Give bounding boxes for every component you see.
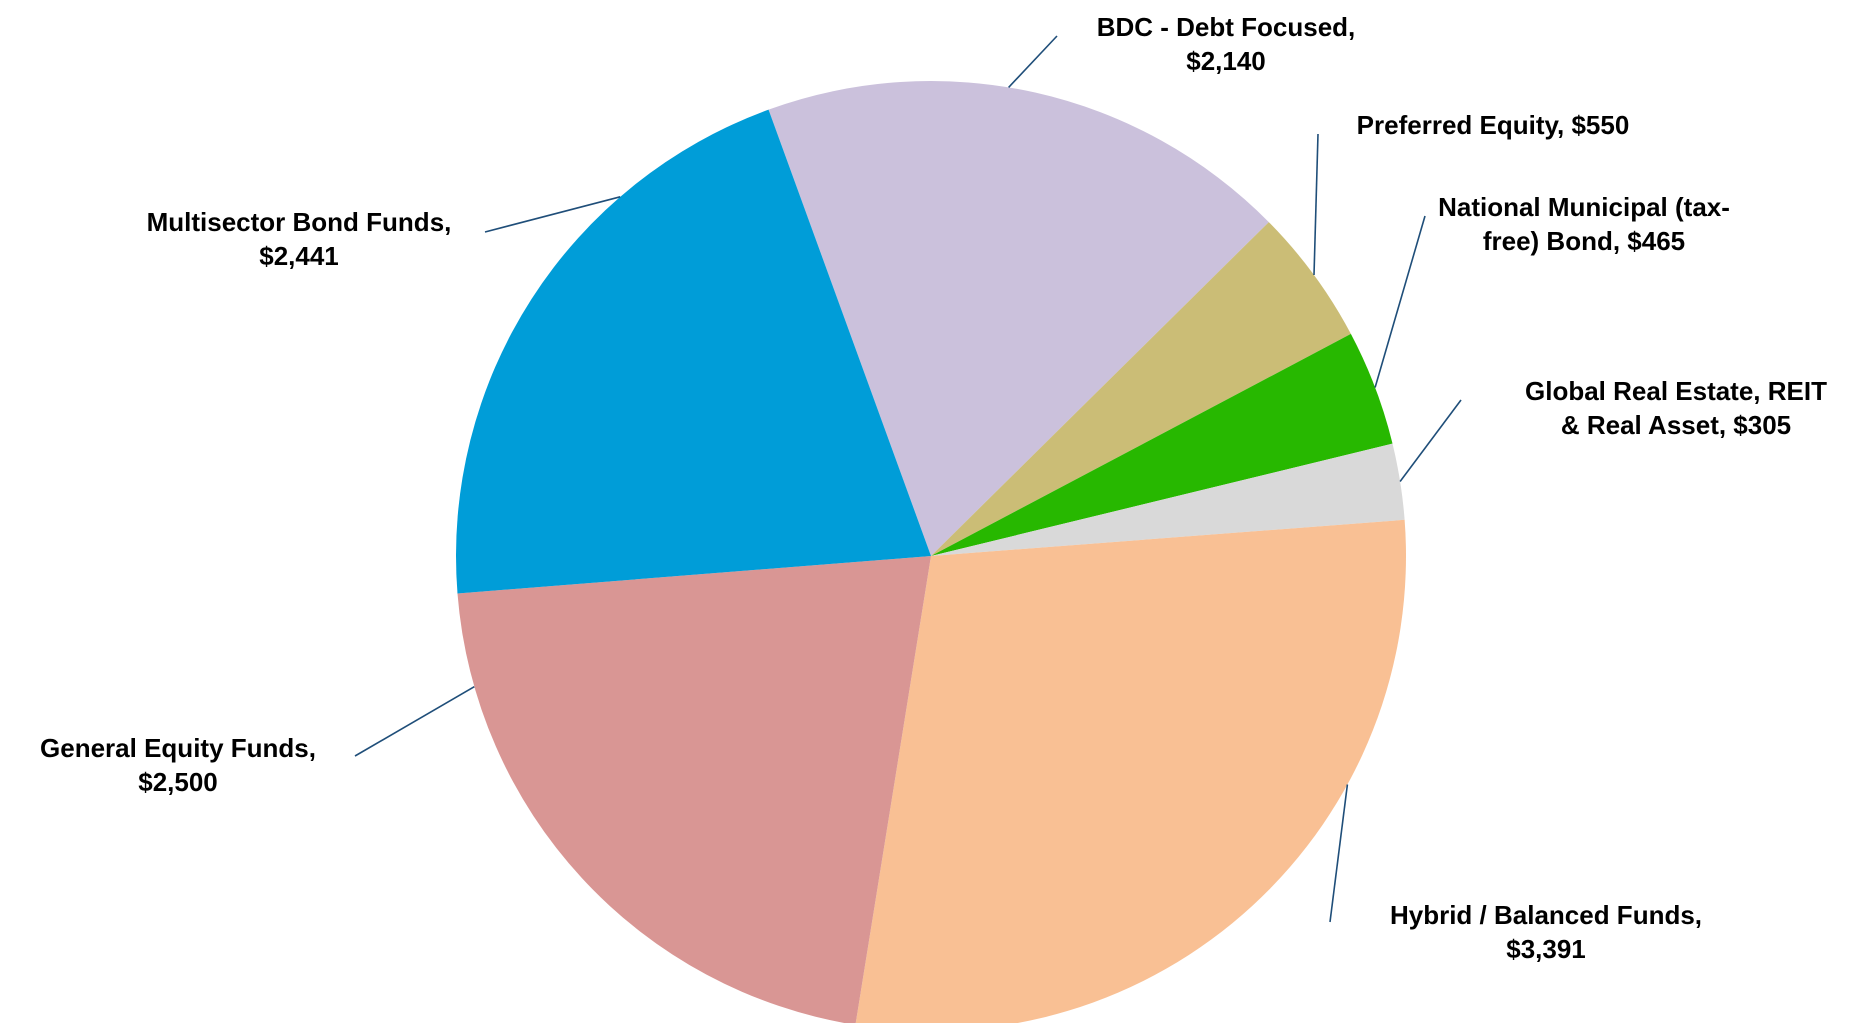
leader-line bbox=[1313, 133, 1319, 276]
leader-line bbox=[484, 196, 621, 233]
pie-slices bbox=[456, 81, 1407, 1023]
data-label-value: $3,391 bbox=[1506, 934, 1586, 964]
data-label: Global Real Estate, REIT & Real Asset, $3… bbox=[1525, 376, 1827, 440]
leader-line bbox=[354, 686, 475, 757]
data-labels: BDC - Debt Focused, $2,140 Preferred Equit… bbox=[40, 12, 1827, 964]
data-label-line: BDC - Debt Focused, bbox=[1097, 12, 1356, 42]
pie-slice bbox=[457, 556, 931, 1023]
data-label-line: General Equity Funds, bbox=[40, 733, 316, 763]
data-label: National Municipal (tax-free) Bond, $465 bbox=[1438, 192, 1730, 256]
pie-slice bbox=[456, 109, 931, 594]
data-label-line: Preferred Equity, $550 bbox=[1357, 110, 1630, 140]
data-label-value: $2,140 bbox=[1186, 46, 1266, 76]
pie-slice bbox=[931, 443, 1405, 556]
data-label-line: National Municipal (tax- bbox=[1438, 192, 1730, 222]
data-label-value: $2,441 bbox=[259, 241, 339, 271]
pie-slice bbox=[855, 519, 1407, 1023]
leader-line bbox=[1329, 784, 1349, 923]
data-label-value: free) Bond, $465 bbox=[1483, 226, 1685, 256]
data-label: BDC - Debt Focused, $2,140 bbox=[1097, 12, 1356, 76]
leader-line bbox=[1399, 399, 1462, 482]
data-label-line: Hybrid / Balanced Funds, bbox=[1390, 900, 1702, 930]
data-label: General Equity Funds, $2,500 bbox=[40, 733, 316, 797]
data-label: Multisector Bond Funds, $2,441 bbox=[147, 207, 452, 271]
data-label-value: $2,500 bbox=[138, 767, 218, 797]
pie-slice bbox=[931, 333, 1393, 556]
data-label: Preferred Equity, $550 bbox=[1357, 110, 1630, 140]
data-label-line: Multisector Bond Funds, bbox=[147, 207, 452, 237]
data-label-line: Global Real Estate, REIT bbox=[1525, 376, 1827, 406]
pie-slice bbox=[931, 222, 1351, 556]
leader-line bbox=[1008, 35, 1058, 88]
leader-line bbox=[1374, 215, 1426, 388]
leader-lines bbox=[354, 35, 1462, 923]
data-label: Hybrid / Balanced Funds, $3,391 bbox=[1390, 900, 1702, 964]
pie-slice bbox=[768, 81, 1269, 556]
data-label-value: & Real Asset, $305 bbox=[1561, 410, 1791, 440]
